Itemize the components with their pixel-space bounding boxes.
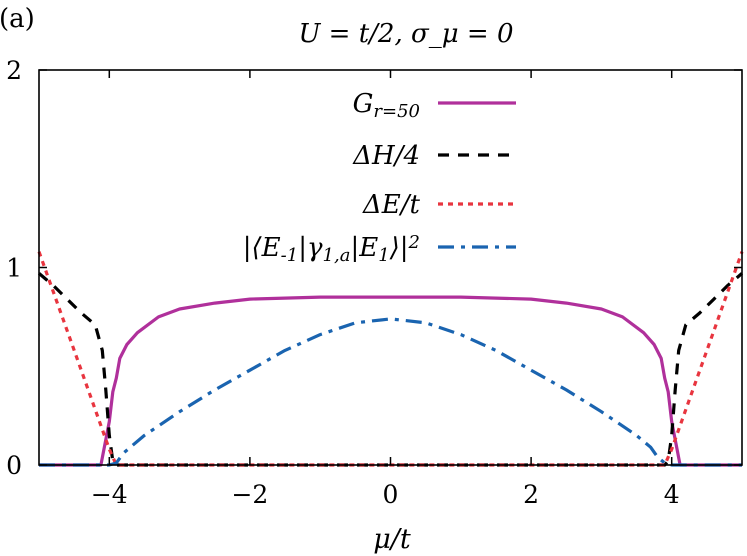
x-tick-label: −2 bbox=[231, 480, 268, 509]
y-tick-label: 0 bbox=[6, 451, 22, 480]
x-tick-label: 2 bbox=[523, 480, 539, 509]
axis-ticks: −4 −2 0 2 4 0 1 2 bbox=[6, 56, 742, 509]
plot-lines bbox=[37, 251, 744, 467]
x-axis-label: μ/t bbox=[373, 524, 411, 555]
legend-label-delta-h: ΔH/4 bbox=[352, 141, 420, 171]
series-line-g-r50 bbox=[39, 295, 742, 467]
x-tick-label: −4 bbox=[91, 480, 128, 509]
x-tick-label: 0 bbox=[383, 480, 399, 509]
legend: Gr=50 ΔH/4 ΔE/t |⟨E-1|γ1,a|E1⟩|2 bbox=[243, 89, 516, 266]
legend-label-g-r50: Gr=50 bbox=[353, 89, 420, 122]
y-tick-label: 2 bbox=[6, 56, 22, 85]
chart-title: U = t/2, σ_μ = 0 bbox=[298, 19, 513, 49]
legend-label-delta-e: ΔE/t bbox=[362, 190, 421, 220]
legend-label-matrix-element: |⟨E-1|γ1,a|E1⟩|2 bbox=[243, 232, 420, 266]
y-tick-label: 1 bbox=[6, 254, 22, 283]
series-line-delta-e bbox=[37, 251, 744, 467]
series-line-delta-h bbox=[37, 272, 744, 467]
series-line-matrix-element bbox=[39, 317, 742, 467]
plot-frame bbox=[38, 69, 743, 466]
x-tick-label: 4 bbox=[664, 480, 680, 509]
panel-label: (a) bbox=[0, 4, 35, 34]
